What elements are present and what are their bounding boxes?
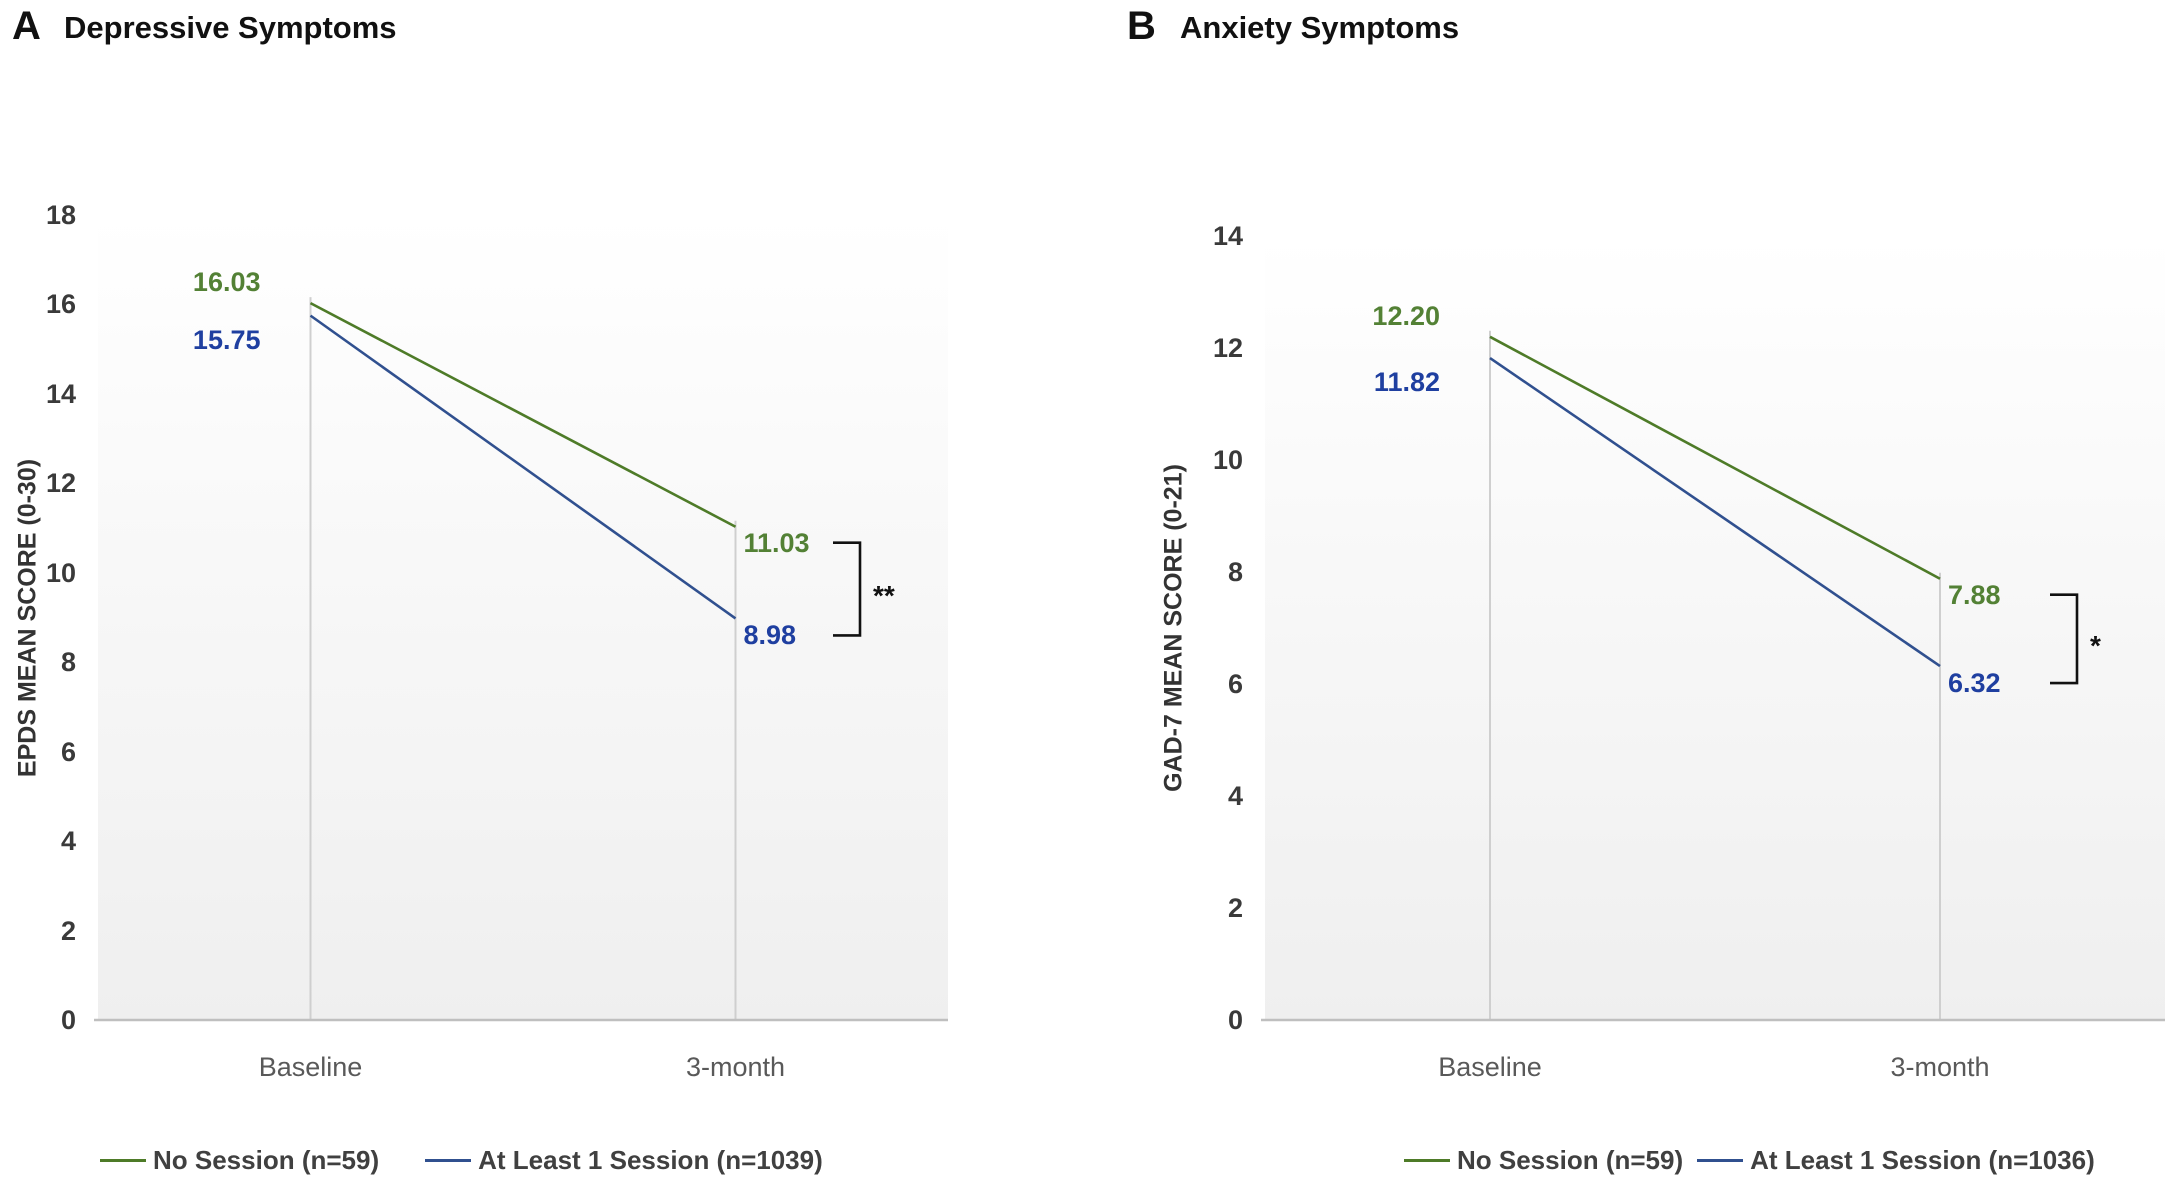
legend-line-swatch-no-session xyxy=(1404,1158,1450,1162)
y-axis-tick-label: 2 xyxy=(1227,893,1243,923)
panel-letter: B xyxy=(1127,4,1156,48)
plot-svg xyxy=(94,297,948,1022)
panel-a: A Depressive Symptoms 18 16 14 12 10 8 6 4 2 0 EPDS … xyxy=(12,4,948,1179)
panel-title: Depressive Symptoms xyxy=(64,10,397,45)
legend-line-swatch-no-session xyxy=(100,1158,146,1162)
y-axis-tick-label: 6 xyxy=(60,736,76,767)
significance-marker: * xyxy=(2090,629,2101,661)
y-axis-tick-label: 8 xyxy=(60,647,76,678)
legend: No Session (n=59) At Least 1 Session (n=1… xyxy=(1404,1141,2095,1179)
y-axis-tick-label: 16 xyxy=(45,289,76,320)
data-label: 11.03 xyxy=(743,527,810,558)
series-line-at-least-1-session xyxy=(1489,357,1941,668)
data-label: 12.20 xyxy=(1372,300,1440,331)
panel-letter: A xyxy=(12,4,41,48)
legend-item: No Session (n=59) xyxy=(1404,1145,1683,1176)
y-axis-tick-label: 10 xyxy=(1212,445,1243,475)
y-axis-tick-label: 14 xyxy=(45,378,76,409)
y-axis-tick-label: 4 xyxy=(60,826,76,857)
data-label: 6.32 xyxy=(1948,668,2001,699)
y-axis-tick-label: 12 xyxy=(1212,333,1243,363)
y-axis-tick-label: 0 xyxy=(1227,1005,1243,1035)
panel-b: B Anxiety Symptoms 14 12 10 8 6 4 2 0 GAD-7 MEAN S… xyxy=(1084,0,2168,1193)
y-axis-tick-label: 0 xyxy=(60,1005,76,1035)
x-axis-category-label: 3-month xyxy=(685,1052,786,1082)
data-label: 8.98 xyxy=(743,620,797,651)
y-axis-tick-label: 2 xyxy=(60,915,76,946)
series-line-no-session xyxy=(1489,335,1941,580)
y-axis-tick-label: 4 xyxy=(1227,781,1243,811)
x-axis-category-label: 3-month xyxy=(1890,1052,1990,1082)
significance-bracket xyxy=(833,541,862,637)
data-label: 7.88 xyxy=(1948,579,2001,610)
legend-label: At Least 1 Session (n=1036) xyxy=(1750,1144,2095,1175)
data-label: 16.03 xyxy=(192,267,261,298)
y-axis-tick-label: 10 xyxy=(45,557,76,588)
series-line-no-session xyxy=(309,301,737,528)
legend-item: No Session (n=59) xyxy=(100,1145,379,1176)
legend-item: At Least 1 Session (n=1039) xyxy=(425,1145,823,1176)
data-label: 11.82 xyxy=(1373,367,1440,398)
x-axis-category-label: Baseline xyxy=(258,1052,363,1082)
panel-title: Anxiety Symptoms xyxy=(1180,10,1460,45)
legend-label: At Least 1 Session (n=1039) xyxy=(478,1144,823,1175)
y-axis-tick-label: 8 xyxy=(1227,557,1243,587)
y-axis-tick-label: 12 xyxy=(45,468,76,499)
plot-area-background xyxy=(98,215,948,1020)
plot-area-background xyxy=(1265,236,2165,1020)
y-axis-tick-label: 14 xyxy=(1212,221,1243,251)
legend-line-swatch-at-least-1-session xyxy=(1697,1158,1744,1162)
series-line-at-least-1-session xyxy=(309,314,737,620)
x-axis-category-label: Baseline xyxy=(1438,1052,1542,1082)
y-axis-tick-label: 18 xyxy=(45,200,76,230)
legend-label: No Session (n=59) xyxy=(1457,1144,1684,1175)
legend-label: No Session (n=59) xyxy=(153,1144,380,1175)
significance-bracket xyxy=(2050,593,2079,685)
legend-line-swatch-at-least-1-session xyxy=(425,1158,472,1162)
data-label: 15.75 xyxy=(192,324,261,355)
y-axis-tick-label: 6 xyxy=(1227,669,1243,699)
significance-marker: ** xyxy=(873,580,895,612)
legend-item: At Least 1 Session (n=1036) xyxy=(1697,1145,2095,1176)
plot-svg xyxy=(1261,330,2165,1022)
legend: No Session (n=59) At Least 1 Session (n=1… xyxy=(100,1141,823,1179)
